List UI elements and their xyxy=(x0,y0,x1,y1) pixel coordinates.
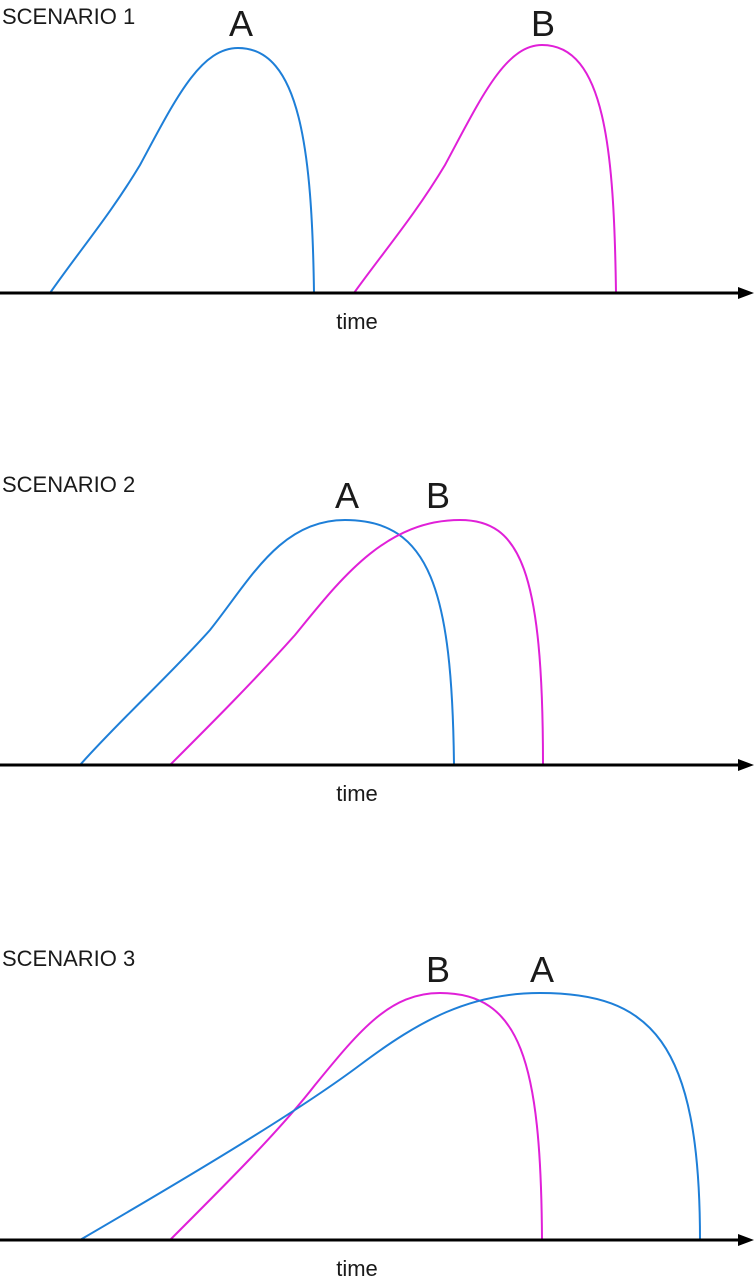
scenario-3-axis-arrow xyxy=(738,1234,754,1246)
scenario-3-label-a: A xyxy=(530,949,554,990)
scenario-1-label-b: B xyxy=(531,3,555,44)
scenario-3-title: SCENARIO 3 xyxy=(2,946,135,971)
scenario-1-label-a: A xyxy=(229,3,253,44)
scenario-1-curve-b xyxy=(353,43,617,294)
scenario-1-axis-arrow xyxy=(738,287,754,299)
scenario-2-label-a: A xyxy=(335,475,359,516)
scenario-3-axis-label: time xyxy=(336,1256,378,1277)
scenario-2-axis-arrow xyxy=(738,759,754,771)
scenario-2: SCENARIO 2 A B time xyxy=(0,472,754,806)
scenario-2-label-b: B xyxy=(426,475,450,516)
scenario-2-curve-a xyxy=(79,518,455,766)
scenario-1-curve-a xyxy=(49,46,315,294)
scenario-1: SCENARIO 1 A B time xyxy=(0,3,754,334)
scenario-3: SCENARIO 3 B A time xyxy=(0,946,754,1277)
scenario-3-curve-b xyxy=(169,991,543,1241)
scenario-2-curve-b xyxy=(169,518,544,766)
scenario-3-label-b: B xyxy=(426,949,450,990)
scenario-3-curve-a xyxy=(79,991,701,1241)
scenario-2-axis-label: time xyxy=(336,781,378,806)
scenario-1-axis-label: time xyxy=(336,309,378,334)
scenario-1-title: SCENARIO 1 xyxy=(2,4,135,29)
scenario-2-title: SCENARIO 2 xyxy=(2,472,135,497)
